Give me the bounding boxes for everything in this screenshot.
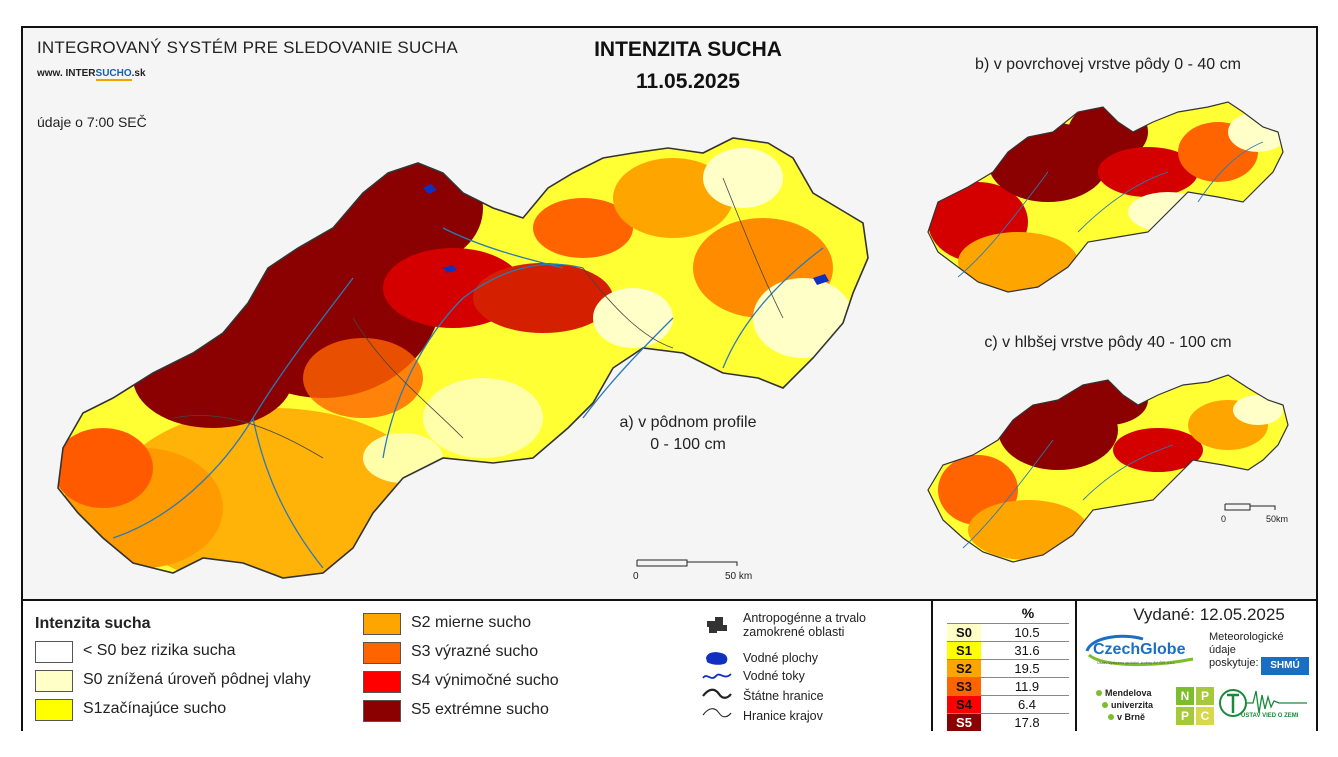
state-border-label: Štátne hranice [743, 689, 824, 703]
map-a-label: a) v pôdnom profile 0 - 100 cm [578, 412, 798, 456]
npc-letter: C [1196, 707, 1214, 725]
legend-swatch-s3 [363, 642, 401, 664]
deep-layer-map [927, 374, 1289, 563]
site-prefix: www. INTER [37, 68, 96, 79]
percent-value: 17.8 [1014, 715, 1040, 730]
site-accent: SUCHO [95, 68, 132, 81]
mendel-dots-icon [1096, 690, 1114, 720]
legend-title: Intenzita sucha [35, 615, 151, 632]
percent-code: S5 [947, 714, 981, 731]
czechglobe-swoosh-icon [1085, 634, 1194, 667]
map-frame: INTEGROVANÝ SYSTÉM PRE SLEDOVANIE SUCHA … [21, 26, 1318, 731]
table-row: S2 19.5 [947, 659, 1069, 677]
water-streams-label: Vodné toky [743, 669, 805, 683]
small-scale-bar [1224, 503, 1276, 511]
uvoz-name: ÚSTAV VIED O ZEMI [1241, 713, 1299, 719]
anthropogenic-area-icon [707, 617, 727, 633]
region-border-icon [702, 708, 732, 718]
region-border-label: Hranice krajov [743, 709, 823, 723]
meteo-note: Meteorologické údaje poskytuje: [1209, 631, 1284, 670]
percent-code: S4 [947, 696, 981, 713]
main-title: INTENZITA SUCHA [594, 38, 782, 61]
percent-code: S2 [947, 660, 981, 677]
legend-swatch-below-s0 [35, 641, 73, 663]
npc-letter: P [1196, 687, 1214, 705]
percent-value: 31.6 [1014, 643, 1040, 658]
percent-code: S1 [947, 642, 981, 659]
mendel-name: Mendelova univerzita v Brně [1105, 687, 1153, 723]
state-border-icon [702, 688, 732, 699]
percent-header: % [1021, 605, 1035, 621]
anthropogenic-label: Antropogénne a trvalo zamokrené oblasti [743, 611, 866, 639]
legend-swatch-s2 [363, 613, 401, 635]
meteo-note-line1: Meteorologické [1209, 631, 1284, 643]
meteo-note-line2: údaje [1209, 644, 1236, 656]
legend-label-s4: S4 výnimočné sucho [411, 672, 559, 689]
main-scale-bar [636, 559, 738, 567]
legend-swatch-s5 [363, 700, 401, 722]
mendel-logo: Mendelova univerzita v Brně [1093, 687, 1173, 727]
table-row: S4 6.4 [947, 695, 1069, 713]
percent-value: 6.4 [1017, 697, 1037, 712]
mendel-line3: v Brně [1117, 712, 1146, 722]
small-scale-zero: 0 [1221, 514, 1227, 524]
map-date: 11.05.2025 [636, 70, 740, 93]
percent-code: S3 [947, 678, 981, 695]
legend-label-s3: S3 výrazné sucho [411, 643, 539, 660]
seismograph-icon [1219, 689, 1307, 717]
map-a-label-line1: a) v pôdnom profile [619, 414, 757, 431]
legend-swatch-s4 [363, 671, 401, 693]
system-title: INTEGROVANÝ SYSTÉM PRE SLEDOVANIE SUCHA [37, 38, 458, 57]
npc-letter: N [1176, 687, 1194, 705]
time-note: údaje o 7:00 SEČ [37, 114, 147, 130]
water-stream-icon [702, 673, 732, 679]
czechglobe-logo: CzechGlobe Ústav výzkumu globální změny … [1083, 633, 1203, 669]
percent-table: % S0 10.5 S1 31.6 S2 19.5 S3 11.9 S4 6.4 [931, 601, 1077, 731]
legend-label-below-s0: < S0 bez rizika sucha [83, 642, 236, 659]
legend-swatch-s0 [35, 670, 73, 692]
legend-label-s0: S0 znížená úroveň pôdnej vlahy [83, 671, 311, 688]
small-scale-label: 50km [1266, 514, 1289, 524]
npc-letter: P [1176, 707, 1194, 725]
map-a-label-line2: 0 - 100 cm [650, 436, 726, 453]
percent-value: 19.5 [1014, 661, 1040, 676]
anthropogenic-label-line1: Antropogénne a trvalo [743, 611, 867, 625]
table-row: S3 11.9 [947, 677, 1069, 695]
shmu-logo: SHMÚ [1261, 657, 1309, 675]
site-suffix: .sk [131, 68, 146, 79]
npc-logo: N P P C [1176, 687, 1214, 725]
mendel-line1: Mendelova [1105, 688, 1152, 698]
water-bodies-label: Vodné plochy [743, 651, 819, 665]
percent-value: 10.5 [1014, 625, 1040, 640]
table-row: S5 17.8 [947, 713, 1069, 731]
table-row: S1 31.6 [947, 641, 1069, 659]
anthropogenic-label-line2: zamokrené oblasti [743, 625, 845, 639]
legend-label-s5: S5 extrémne sucho [411, 701, 549, 718]
intersucho-website[interactable]: www. INTERSUCHO.sk [37, 68, 146, 81]
map-area: INTEGROVANÝ SYSTÉM PRE SLEDOVANIE SUCHA … [23, 28, 1316, 599]
map-b-label: b) v povrchovej vrstve pôdy 0 - 40 cm [975, 56, 1241, 73]
legend-panel: Intenzita sucha < S0 bez rizika sucha S0… [23, 599, 1316, 731]
percent-value: 11.9 [1014, 679, 1040, 694]
issued-date: Vydané: 12.05.2025 [1133, 605, 1285, 624]
czechglobe-name: CzechGlobe [1093, 641, 1186, 658]
surface-layer-map [927, 101, 1284, 293]
map-c-label: c) v hlbšej vrstve pôdy 40 - 100 cm [984, 334, 1232, 351]
legend-swatch-s1 [35, 699, 73, 721]
table-row: S0 10.5 [947, 623, 1069, 641]
meteo-note-line3: poskytuje: [1209, 657, 1259, 669]
percent-code: S0 [947, 624, 981, 641]
uvoz-logo: ÚSTAV VIED O ZEMI [1219, 683, 1309, 727]
legend-label-s1: S1začínajúce sucho [83, 700, 227, 717]
mendel-line2: univerzita [1111, 700, 1154, 710]
czechglobe-subtitle: Ústav výzkumu globální změny AV ČR, v.v.… [1097, 660, 1175, 665]
main-scale-label: 50 km [725, 571, 753, 582]
main-scale-zero: 0 [633, 571, 639, 582]
legend-label-s2: S2 mierne sucho [411, 614, 532, 631]
main-drought-map [57, 137, 869, 579]
water-body-icon [706, 652, 728, 665]
